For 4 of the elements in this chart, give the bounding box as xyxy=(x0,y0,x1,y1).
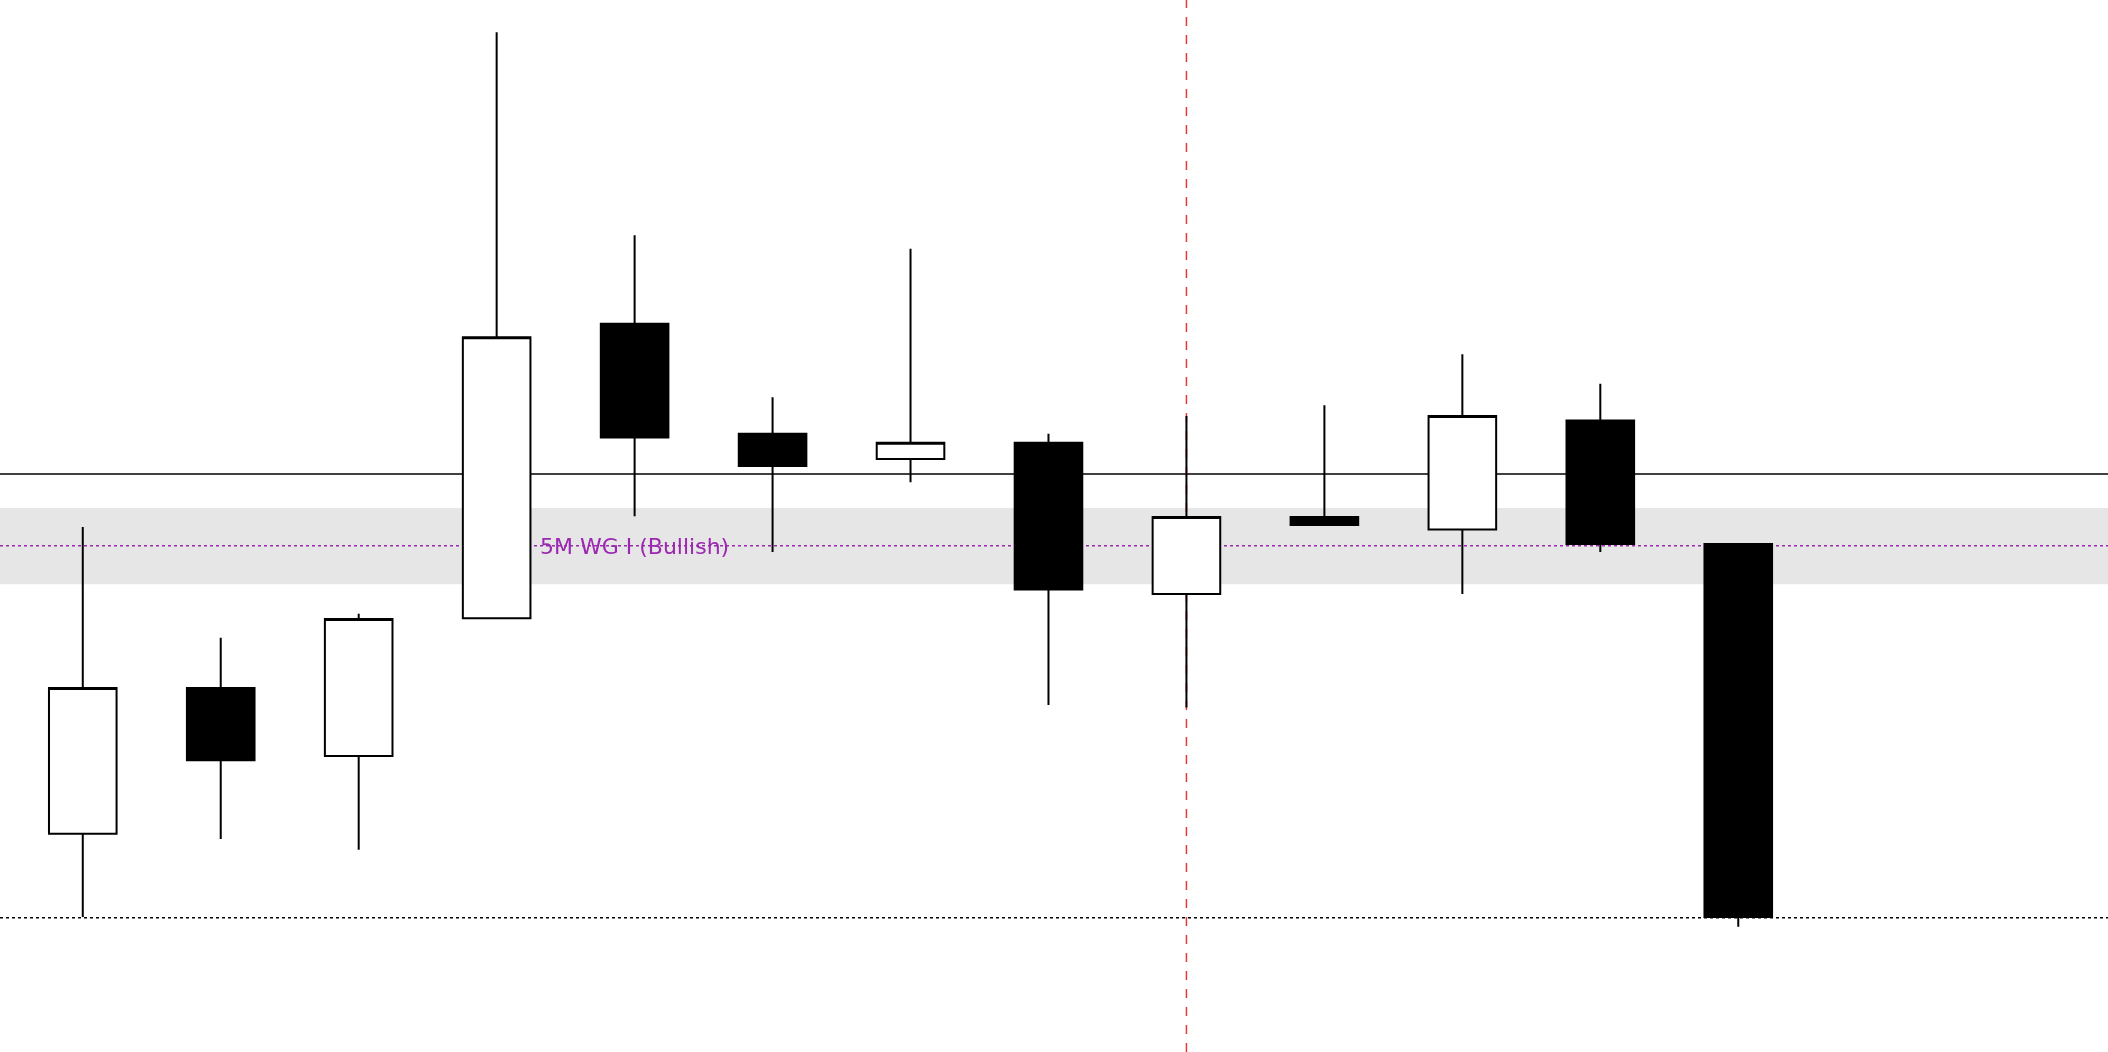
band-label: 5M WG I (Bullish) xyxy=(540,534,730,559)
candlestick xyxy=(47,525,118,918)
candlestick xyxy=(323,612,394,851)
candlestick xyxy=(185,636,256,841)
